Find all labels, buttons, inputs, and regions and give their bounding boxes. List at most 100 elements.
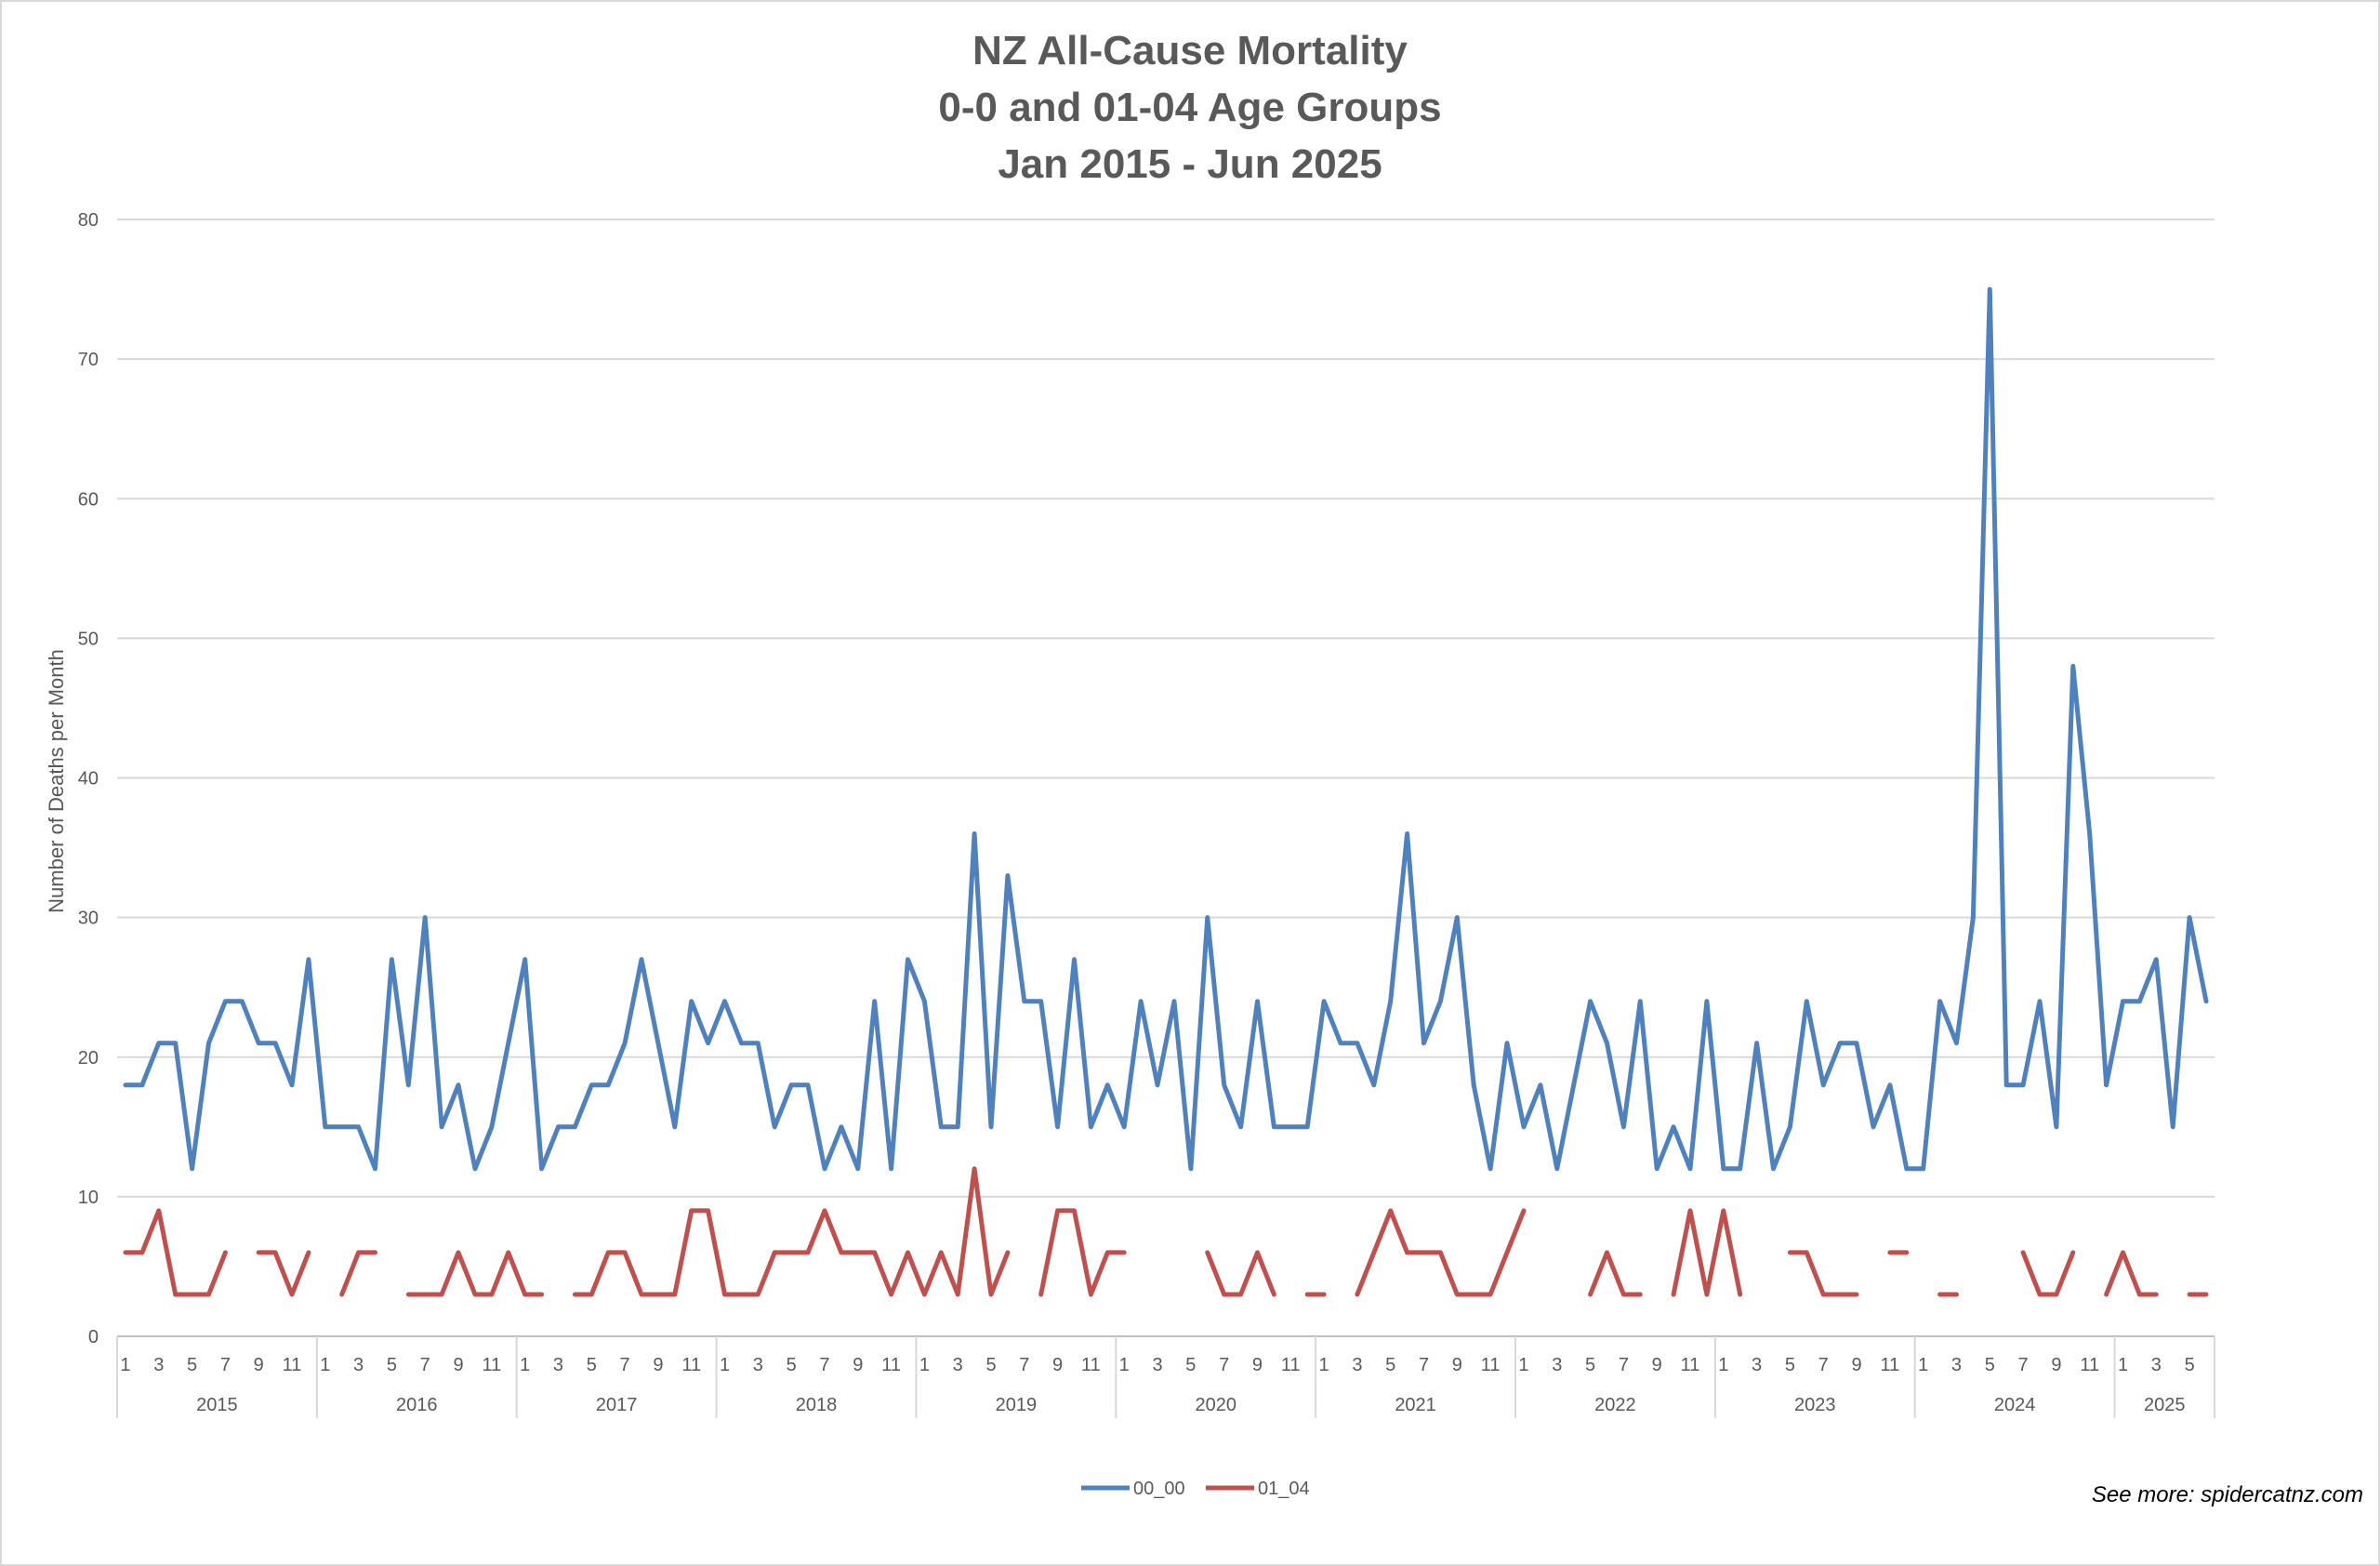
x-month-tick-label: 3 <box>553 1355 563 1375</box>
x-year-label: 2023 <box>1794 1395 1836 1415</box>
x-month-tick-label: 3 <box>2151 1355 2162 1375</box>
x-month-tick-label: 1 <box>320 1355 330 1375</box>
y-tick-label: 80 <box>78 210 99 231</box>
x-month-tick-label: 7 <box>1419 1355 1429 1375</box>
x-month-tick-label: 5 <box>1385 1355 1395 1375</box>
x-month-tick-label: 3 <box>1552 1355 1562 1375</box>
legend: 00_00 01_04 <box>1081 1479 1310 1499</box>
x-month-tick-label: 3 <box>1352 1355 1362 1375</box>
y-tick-label: 10 <box>78 1188 99 1208</box>
x-month-tick-label: 3 <box>1152 1355 1162 1375</box>
x-month-tick-label: 1 <box>919 1355 930 1375</box>
x-month-tick-label: 11 <box>1880 1355 1899 1375</box>
x-month-tick-label: 7 <box>420 1355 430 1375</box>
x-year-label: 2019 <box>996 1395 1038 1415</box>
y-tick-label: 60 <box>78 489 99 510</box>
x-month-tick-label: 7 <box>819 1355 829 1375</box>
legend-label-01_04: 01_04 <box>1258 1479 1310 1499</box>
x-month-tick-label: 11 <box>1681 1355 1700 1375</box>
x-month-tick-label: 9 <box>254 1355 264 1375</box>
x-month-tick-label: 7 <box>1818 1355 1829 1375</box>
x-year-label: 2016 <box>396 1395 438 1415</box>
x-year-label: 2021 <box>1395 1395 1436 1415</box>
x-month-tick-label: 1 <box>720 1355 730 1375</box>
x-month-tick-label: 5 <box>587 1355 597 1375</box>
x-month-tick-label: 5 <box>1985 1355 1995 1375</box>
chart-title-line-2: 0-0 and 01-04 Age Groups <box>938 85 1442 130</box>
x-year-label: 2015 <box>196 1395 238 1415</box>
x-month-tick-label: 9 <box>1252 1355 1263 1375</box>
legend-label-00_00: 00_00 <box>1133 1479 1185 1499</box>
credit-note: See more: spidercatnz.com <box>2091 1482 2363 1507</box>
x-month-tick-label: 1 <box>1518 1355 1528 1375</box>
x-month-tick-label: 11 <box>482 1355 501 1375</box>
x-month-tick-label: 5 <box>1785 1355 1795 1375</box>
y-tick-label: 70 <box>78 350 99 370</box>
x-month-tick-label: 7 <box>2018 1355 2029 1375</box>
x-month-tick-label: 1 <box>1718 1355 1728 1375</box>
x-year-label: 2025 <box>2144 1395 2186 1415</box>
x-year-label: 2018 <box>796 1395 838 1415</box>
x-month-tick-label: 9 <box>853 1355 863 1375</box>
x-month-tick-label: 1 <box>2118 1355 2128 1375</box>
x-month-tick-label: 9 <box>1452 1355 1462 1375</box>
x-month-tick-label: 7 <box>220 1355 231 1375</box>
x-month-tick-label: 11 <box>2080 1355 2099 1375</box>
x-month-tick-label: 3 <box>753 1355 763 1375</box>
x-month-tick-label: 5 <box>985 1355 996 1375</box>
x-month-tick-label: 5 <box>387 1355 397 1375</box>
x-month-tick-label: 5 <box>787 1355 797 1375</box>
x-month-tick-label: 9 <box>1652 1355 1662 1375</box>
x-month-tick-label: 1 <box>1119 1355 1130 1375</box>
x-month-tick-label: 1 <box>520 1355 530 1375</box>
x-month-tick-label: 5 <box>1185 1355 1196 1375</box>
series-line-01_04 <box>123 1166 2209 1297</box>
series-line-00_00 <box>123 286 2209 1172</box>
x-month-tick-label: 11 <box>1481 1355 1501 1375</box>
x-month-tick-label: 5 <box>187 1355 197 1375</box>
x-month-tick-label: 11 <box>283 1355 302 1375</box>
x-year-label: 2022 <box>1594 1395 1636 1415</box>
y-axis: 0 10 20 30 40 50 60 70 80 <box>78 210 99 1347</box>
series-lines <box>123 286 2209 1297</box>
x-month-tick-label: 11 <box>681 1355 701 1375</box>
x-month-tick-label: 9 <box>1851 1355 1861 1375</box>
y-tick-label: 0 <box>88 1327 99 1347</box>
x-month-tick-label: 5 <box>1585 1355 1595 1375</box>
chart-title: NZ All-Cause Mortality 0-0 and 01-04 Age… <box>0 22 2380 192</box>
x-month-tick-label: 9 <box>453 1355 463 1375</box>
x-year-label: 2024 <box>1994 1395 2036 1415</box>
x-month-tick-label: 9 <box>1052 1355 1063 1375</box>
x-month-tick-label: 7 <box>1019 1355 1029 1375</box>
y-tick-label: 40 <box>78 769 99 790</box>
x-month-tick-label: 11 <box>881 1355 901 1375</box>
x-year-label: 2017 <box>596 1395 638 1415</box>
x-year-label: 2020 <box>1195 1395 1236 1415</box>
x-month-tick-label: 3 <box>153 1355 164 1375</box>
x-month-tick-label: 11 <box>1281 1355 1301 1375</box>
x-month-tick-label: 1 <box>120 1355 130 1375</box>
x-month-tick-label: 7 <box>1219 1355 1229 1375</box>
y-tick-label: 50 <box>78 629 99 649</box>
x-month-tick-label: 3 <box>953 1355 963 1375</box>
x-month-tick-label: 7 <box>620 1355 630 1375</box>
x-month-tick-label: 1 <box>1918 1355 1928 1375</box>
x-month-tick-label: 5 <box>2185 1355 2195 1375</box>
y-axis-title: Number of Deaths per Month <box>45 649 68 913</box>
x-month-tick-label: 11 <box>1081 1355 1101 1375</box>
x-month-tick-label: 7 <box>1619 1355 1629 1375</box>
x-month-tick-label: 3 <box>1951 1355 1962 1375</box>
x-month-tick-label: 3 <box>1752 1355 1762 1375</box>
y-tick-label: 20 <box>78 1048 99 1068</box>
x-month-tick-label: 9 <box>653 1355 663 1375</box>
x-month-tick-label: 9 <box>2051 1355 2061 1375</box>
chart-title-line-3: Jan 2015 - Jun 2025 <box>998 141 1382 187</box>
x-month-tick-label: 1 <box>1319 1355 1329 1375</box>
x-month-tick-label: 3 <box>353 1355 364 1375</box>
gridlines <box>117 219 2215 1337</box>
chart-title-line-1: NZ All-Cause Mortality <box>972 28 1408 73</box>
y-tick-label: 30 <box>78 909 99 929</box>
